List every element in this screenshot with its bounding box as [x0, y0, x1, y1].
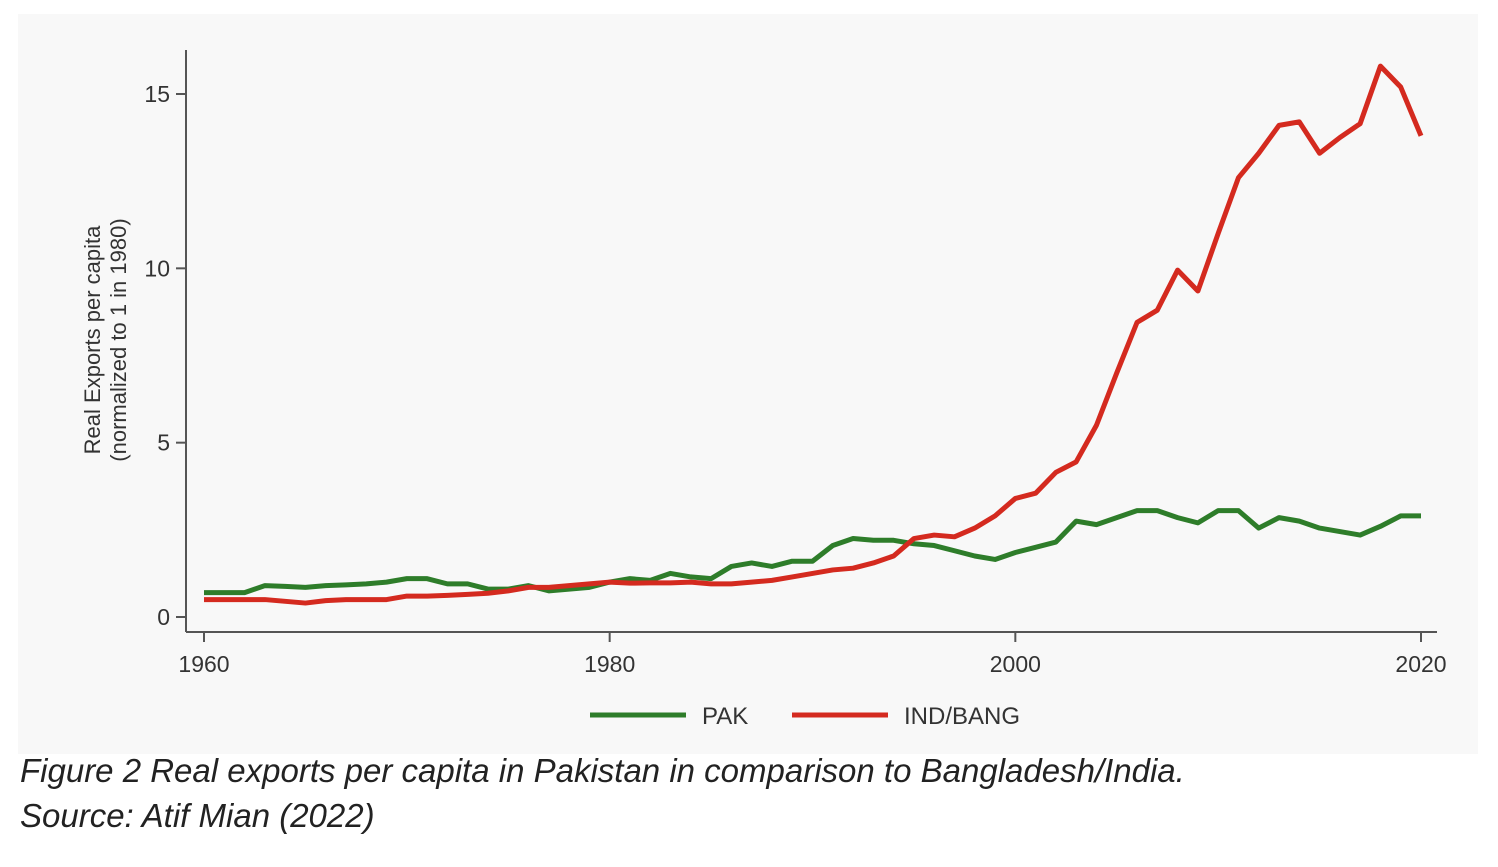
- y-tick-label: 15: [144, 81, 170, 107]
- legend-label-ind-bang: IND/BANG: [904, 703, 1020, 730]
- y-axis-label-line2: (normalized to 1 in 1980): [106, 218, 131, 461]
- x-tick-label: 1960: [178, 651, 229, 677]
- x-tick-label: 1980: [584, 651, 635, 677]
- series-line-pak: [204, 508, 1421, 596]
- legend-label-pak: PAK: [702, 703, 748, 730]
- figure-source: Source: Atif Mian (2022): [20, 797, 375, 834]
- chart-background: [18, 14, 1478, 754]
- y-axis-label-line1: Real Exports per capita: [80, 225, 105, 454]
- series-line-ind-bang: [204, 63, 1424, 606]
- exports-line-chart: 1960 1980 2000 2020 0 5 10 15 Real Exports per …: [18, 14, 1478, 754]
- y-tick-label: 5: [157, 430, 170, 456]
- x-tick-label: 2020: [1395, 651, 1446, 677]
- y-tick-label: 10: [144, 255, 170, 281]
- y-tick-label: 0: [157, 604, 170, 630]
- legend: PAK IND/BANG: [590, 703, 1020, 730]
- figure-caption: Figure 2 Real exports per capita in Paki…: [20, 752, 1185, 789]
- x-tick-label: 2000: [990, 651, 1041, 677]
